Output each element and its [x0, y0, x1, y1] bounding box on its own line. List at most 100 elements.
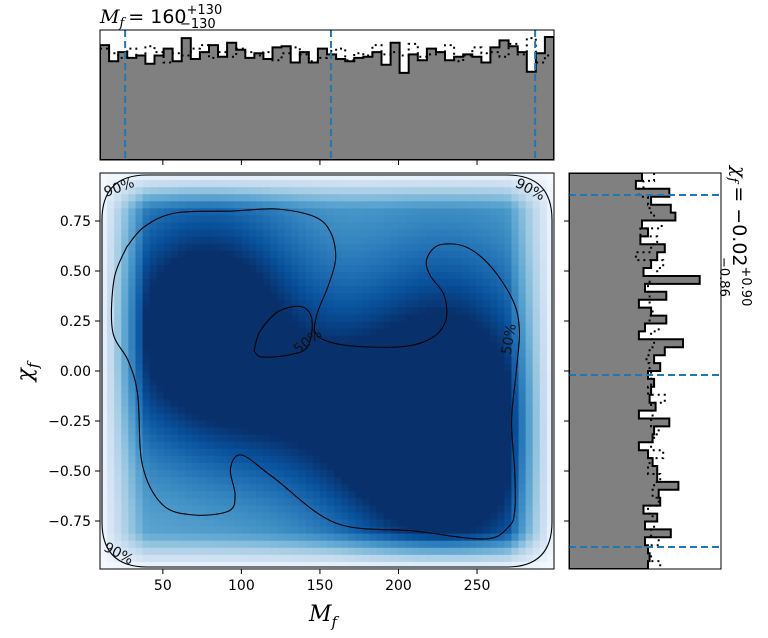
density-cell — [504, 491, 513, 499]
density-cell — [319, 342, 328, 351]
contour-90 — [101, 174, 553, 568]
density-cell — [192, 526, 200, 535]
density-cell — [546, 427, 554, 436]
density-cell — [149, 448, 158, 457]
density-cell — [525, 399, 534, 407]
density-cell — [319, 187, 328, 195]
density-cell — [327, 236, 335, 245]
density-cell — [369, 399, 378, 407]
density-cell — [277, 243, 286, 252]
density-cell — [248, 250, 257, 259]
density-cell — [128, 526, 137, 535]
density-cell — [319, 484, 328, 492]
density-cell — [178, 229, 186, 238]
density-cell — [419, 491, 427, 499]
density-cell — [348, 434, 356, 443]
density-cell — [291, 385, 300, 393]
density-cell — [234, 215, 243, 224]
density-cell — [532, 378, 541, 386]
density-cell — [319, 321, 328, 330]
density-cell — [241, 250, 250, 259]
density-cell — [206, 257, 215, 266]
density-cell — [468, 314, 477, 323]
density-cell — [170, 462, 179, 471]
density-cell — [206, 300, 215, 308]
density-cell — [319, 455, 328, 464]
density-cell — [483, 406, 491, 415]
density-cell — [433, 392, 442, 400]
density-cell — [298, 243, 307, 252]
density-cell — [135, 328, 144, 337]
density-cell — [334, 561, 342, 569]
density-cell — [546, 540, 554, 549]
density-cell — [163, 371, 172, 379]
density-cell — [355, 505, 364, 514]
density-cell — [121, 441, 129, 450]
density-cell — [213, 385, 222, 393]
density-cell — [170, 173, 179, 181]
density-cell — [412, 533, 420, 542]
density-cell — [248, 371, 257, 379]
density-cell — [426, 392, 434, 400]
density-cell — [468, 208, 477, 217]
density-cell — [248, 293, 257, 301]
density-cell — [298, 328, 307, 337]
density-cell — [412, 187, 420, 195]
density-cell — [291, 356, 300, 365]
right-marginal-histogram — [569, 173, 721, 569]
density-cell — [405, 279, 413, 287]
density-cell — [170, 314, 179, 323]
density-cell — [319, 272, 328, 280]
density-cell — [390, 399, 399, 407]
density-cell — [128, 406, 137, 415]
density-cell — [291, 342, 300, 351]
density-cell — [170, 328, 179, 337]
density-cell — [163, 208, 172, 217]
density-cell — [419, 385, 427, 393]
density-cell — [149, 441, 158, 450]
density-cell — [192, 540, 200, 549]
density-cell — [390, 371, 399, 379]
density-cell — [376, 222, 385, 231]
density-cell — [291, 321, 300, 330]
density-cell — [454, 554, 463, 563]
density-cell — [284, 540, 293, 549]
density-cell — [440, 561, 449, 569]
density-cell — [426, 533, 434, 542]
density-cell — [319, 392, 328, 400]
density-cell — [348, 187, 356, 195]
density-cell — [447, 307, 456, 316]
density-cell — [447, 300, 456, 308]
density-cell — [206, 413, 215, 422]
density-cell — [305, 547, 314, 556]
density-cell — [475, 363, 484, 372]
density-cell — [447, 533, 456, 542]
density-cell — [291, 413, 300, 422]
density-cell — [185, 229, 193, 238]
density-cell — [206, 462, 215, 471]
density-cell — [447, 434, 456, 443]
density-cell — [511, 187, 520, 195]
density-cell — [518, 441, 527, 450]
density-cell — [298, 462, 307, 471]
density-cell — [433, 321, 442, 330]
density-cell — [156, 222, 165, 231]
density-cell — [376, 349, 385, 358]
density-cell — [298, 505, 307, 514]
density-cell — [170, 243, 179, 252]
density-cell — [518, 512, 527, 521]
density-cell — [334, 540, 342, 549]
density-cell — [497, 427, 505, 436]
density-cell — [170, 554, 179, 563]
density-cell — [227, 385, 236, 393]
density-cell — [348, 505, 356, 514]
density-cell — [107, 300, 115, 308]
density-cell — [192, 187, 200, 195]
density-cell — [312, 378, 321, 386]
density-cell — [199, 477, 207, 485]
density-cell — [312, 180, 321, 188]
density-cell — [369, 434, 378, 443]
density-cell — [468, 300, 477, 308]
density-cell — [149, 399, 158, 407]
density-cell — [263, 420, 271, 429]
